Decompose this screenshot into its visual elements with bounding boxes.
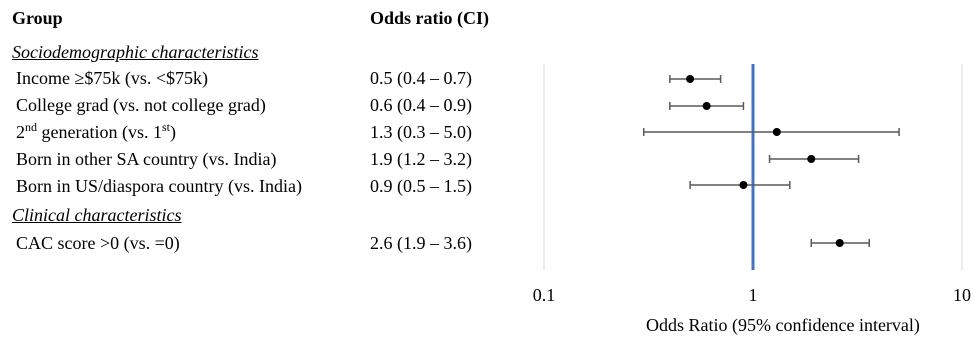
point-estimate-4 bbox=[739, 181, 748, 189]
section-title-sociodemographic: Sociodemographic characteristics bbox=[12, 42, 259, 62]
ci-text-born-sa: 1.9 (1.2 – 3.2) bbox=[370, 149, 472, 169]
point-estimate-2 bbox=[772, 128, 781, 136]
x-tick-label-1: 1 bbox=[749, 285, 758, 305]
x-tick-label-0: 0.1 bbox=[533, 285, 556, 305]
ci-text-born-us: 0.9 (0.5 – 1.5) bbox=[370, 176, 472, 196]
row-label-born-us: Born in US/diaspora country (vs. India) bbox=[16, 176, 302, 196]
x-axis-label: Odds Ratio (95% confidence interval) bbox=[646, 315, 920, 335]
group-column-header: Group bbox=[12, 8, 63, 28]
row-label-born-sa: Born in other SA country (vs. India) bbox=[16, 149, 277, 169]
ci-text-college: 0.6 (0.4 – 0.9) bbox=[370, 95, 472, 115]
point-estimate-1 bbox=[702, 102, 711, 110]
row-label-college: College grad (vs. not college grad) bbox=[16, 95, 266, 115]
row-label-income: Income ≥$75k (vs. <$75k) bbox=[16, 68, 208, 88]
point-estimate-5 bbox=[835, 239, 844, 247]
odds-ratio-column-header: Odds ratio (CI) bbox=[370, 8, 490, 28]
ci-text-cac: 2.6 (1.9 – 3.6) bbox=[370, 233, 472, 253]
point-estimate-0 bbox=[686, 75, 695, 83]
row-label-generation: 2nd generation (vs. 1st) bbox=[16, 120, 176, 142]
row-label-cac: CAC score >0 (vs. =0) bbox=[16, 233, 180, 253]
ci-text-income: 0.5 (0.4 – 0.7) bbox=[370, 68, 472, 88]
x-tick-label-2: 10 bbox=[953, 285, 971, 305]
section-title-clinical: Clinical characteristics bbox=[12, 205, 182, 225]
ci-text-generation: 1.3 (0.3 – 5.0) bbox=[370, 122, 472, 142]
point-estimate-3 bbox=[807, 155, 816, 163]
